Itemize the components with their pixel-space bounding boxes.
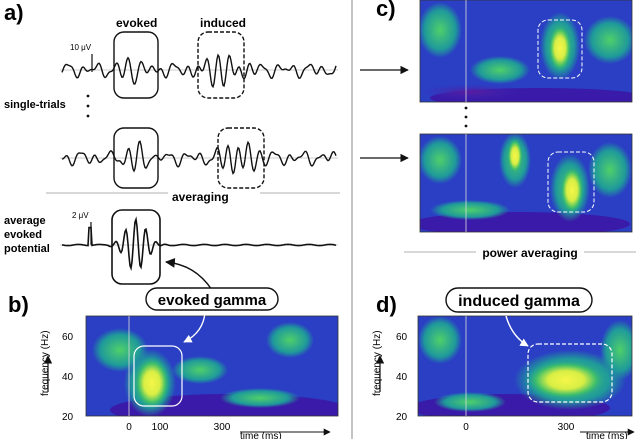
xlabel-b: time (ms): [240, 431, 282, 439]
panel-label-b: b): [8, 292, 29, 317]
induced-label: induced: [200, 16, 246, 30]
induced-gamma-box: [445, 287, 593, 313]
averaging-label-bg: [168, 190, 260, 202]
xtick-d-0: 0: [463, 422, 469, 433]
xtick-b-300: 300: [214, 422, 231, 433]
panel-label-d: d): [376, 292, 397, 317]
evoked-gamma-roi: [133, 345, 183, 407]
tfr-map-b: [86, 316, 338, 416]
tfr-frame-d: [417, 315, 633, 417]
ytick-b-20: 20: [62, 412, 74, 423]
xtick-b-100: 100: [152, 422, 169, 433]
evoked-gamma-arrow: [165, 258, 213, 291]
roi-c2: [547, 151, 595, 213]
induced-gamma-pointer: [505, 315, 529, 347]
single-trials-label: single-trials: [4, 99, 66, 111]
averaging-label: averaging: [172, 190, 229, 204]
induced-window-2: [217, 127, 265, 189]
roi-c1: [537, 19, 583, 79]
evoked-gamma-pointer: [183, 311, 206, 343]
tfr-map-d: [418, 316, 632, 416]
ellipsis-dot: [86, 114, 90, 118]
scale-10uv: 10 μV: [70, 43, 92, 52]
ylabel-d: frequency (Hz): [372, 330, 383, 396]
panel-label-a: a): [4, 0, 24, 25]
evoked-gamma-label: evoked gamma: [158, 292, 267, 309]
ytick-d-40: 40: [396, 372, 408, 383]
power-averaging-label: power averaging: [482, 246, 577, 260]
xtick-d-300: 300: [558, 422, 575, 433]
ylabel-b: frequency (Hz): [40, 330, 51, 396]
ytick-d-60: 60: [396, 332, 408, 343]
average-evoked-trace: [61, 216, 337, 272]
ytick-d-20: 20: [396, 412, 408, 423]
ellipsis-dot: [464, 115, 468, 119]
tfr-frame-c2: [419, 133, 633, 233]
average-label-2: evoked: [4, 229, 42, 241]
evoked-gamma-box: [145, 287, 279, 311]
evoked-window-2: [113, 127, 159, 189]
evoked-window-1: [113, 31, 159, 99]
evoked-label: evoked: [116, 16, 157, 30]
induced-window-1: [197, 31, 245, 99]
xlabel-d: time (ms): [586, 431, 628, 439]
evoked-window-avg: [111, 209, 161, 285]
ytick-b-40: 40: [62, 372, 74, 383]
tfr-frame-b: [85, 315, 339, 417]
ellipsis-dot: [464, 124, 468, 128]
ellipsis-dot: [86, 94, 90, 98]
power-averaging-bg: [476, 246, 584, 258]
ellipsis-dot: [464, 106, 468, 110]
xtick-b-0: 0: [126, 422, 132, 433]
tfr-map-c1: [420, 0, 632, 102]
average-label-1: average: [4, 215, 46, 227]
induced-gamma-label: induced gamma: [458, 293, 580, 310]
panel-label-c: c): [376, 0, 396, 21]
average-label-3: potential: [4, 243, 50, 255]
ytick-b-60: 60: [62, 332, 74, 343]
single-trial-trace-1: [61, 53, 337, 89]
induced-gamma-roi: [527, 343, 613, 403]
single-trial-trace-2: [61, 140, 337, 175]
tfr-frame-c1: [419, 0, 633, 103]
tfr-map-c2: [420, 134, 632, 232]
ellipsis-dot: [86, 104, 90, 108]
scale-2uv: 2 μV: [72, 211, 89, 220]
